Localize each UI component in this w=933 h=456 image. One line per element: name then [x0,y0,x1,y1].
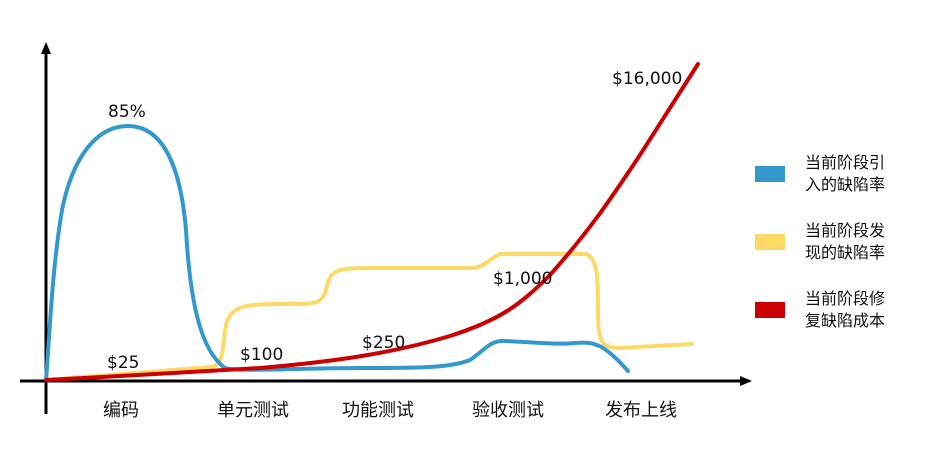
legend-swatch-blue [755,166,785,182]
category-coding: 编码 [103,400,139,421]
cost-label-function-test: $250 [362,333,405,353]
legend-item-discovered-rate: 当前阶段发 现的缺陷率 [755,216,925,268]
peak-label: 85% [108,102,146,122]
legend-label-line1: 当前阶段引 [805,153,886,172]
legend-swatch-red [755,302,785,318]
legend-item-fix-cost: 当前阶段修 复缺陷成本 [755,284,925,336]
legend: 当前阶段引 入的缺陷率 当前阶段发 现的缺陷率 当前阶段修 复缺陷成本 [755,148,925,352]
x-axis-arrow-icon [740,376,752,386]
y-axis-arrow-icon [41,42,51,54]
legend-item-introduced-rate: 当前阶段引 入的缺陷率 [755,148,925,200]
legend-label-line1: 当前阶段发 [805,221,886,240]
series-fix-cost [44,62,700,382]
legend-swatch-yellow [755,234,785,250]
category-release: 发布上线 [605,400,677,421]
cost-label-release: $16,000 [612,69,682,89]
category-acceptance-test: 验收测试 [472,400,544,421]
cost-label-unit-test: $100 [240,345,283,365]
legend-label-line2: 复缺陷成本 [805,311,886,330]
legend-label-line2: 现的缺陷率 [805,243,886,262]
cost-label-coding: $25 [107,353,139,373]
series-discovered-rate [44,252,694,382]
category-unit-test: 单元测试 [217,400,289,421]
cost-label-acceptance-test: $1,000 [493,269,552,289]
category-function-test: 功能测试 [342,400,414,421]
legend-label-line1: 当前阶段修 [805,289,886,308]
legend-label-line2: 入的缺陷率 [805,175,886,194]
